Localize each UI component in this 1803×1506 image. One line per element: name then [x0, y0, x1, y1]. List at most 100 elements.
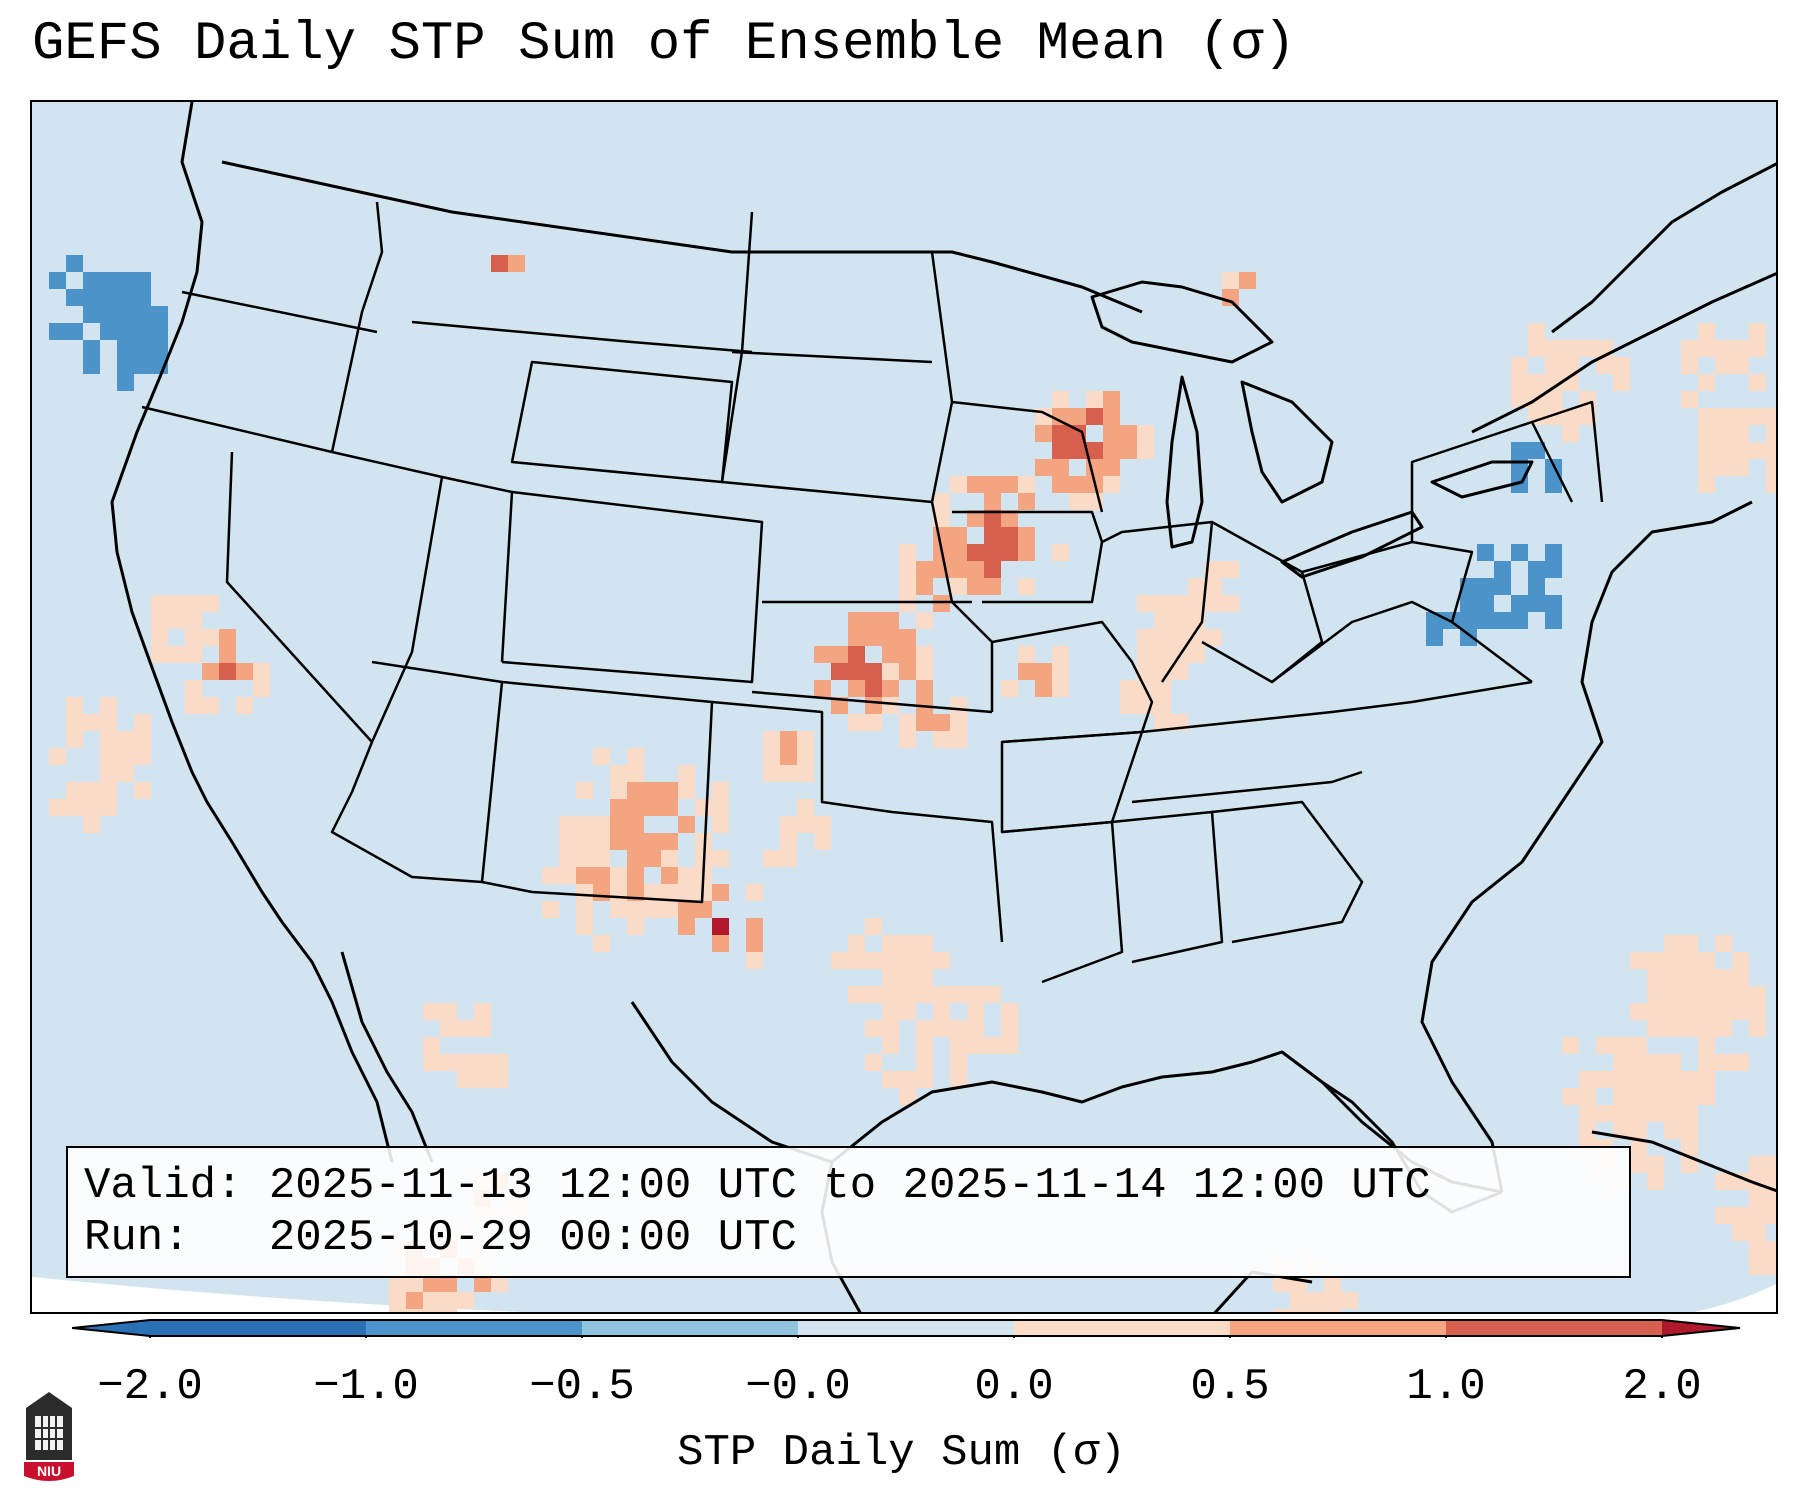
anomaly-cell: [610, 867, 627, 884]
anomaly-cell: [1664, 935, 1681, 952]
niu-logo: NIU: [24, 1392, 74, 1481]
anomaly-cell: [1154, 714, 1171, 731]
anomaly-cell: [950, 731, 967, 748]
anomaly-cell: [1647, 1156, 1664, 1173]
anomaly-cell: [1103, 391, 1120, 408]
valid-time-text: Valid: 2025-11-13 12:00 UTC to 2025-11-1…: [84, 1161, 1431, 1211]
anomaly-cell: [916, 1037, 933, 1054]
anomaly-cell: [66, 799, 83, 816]
anomaly-cell: [661, 901, 678, 918]
anomaly-cell: [746, 918, 763, 935]
anomaly-cell: [950, 1071, 967, 1088]
anomaly-cell: [1001, 510, 1018, 527]
anomaly-cell: [848, 986, 865, 1003]
anomaly-cell: [865, 680, 882, 697]
anomaly-cell: [1630, 1037, 1647, 1054]
anomaly-cell: [610, 901, 627, 918]
anomaly-cell: [440, 1275, 457, 1292]
anomaly-cell: [1460, 612, 1477, 629]
anomaly-cell: [1698, 1020, 1715, 1037]
anomaly-cell: [1188, 629, 1205, 646]
anomaly-cell: [83, 272, 100, 289]
nv-ut-border: [331, 450, 444, 743]
anomaly-cell: [695, 901, 712, 918]
anomaly-cell: [967, 476, 984, 493]
anomaly-cell: [967, 1003, 984, 1020]
anomaly-cell: [950, 714, 967, 731]
anomaly-cell: [797, 765, 814, 782]
anomaly-cell: [1630, 1003, 1647, 1020]
anomaly-cell: [1494, 561, 1511, 578]
anomaly-cell: [576, 833, 593, 850]
anomaly-cell: [916, 1054, 933, 1071]
anomaly-cell: [1749, 323, 1766, 340]
anomaly-cell: [1698, 374, 1715, 391]
colorbar: [72, 1319, 1741, 1338]
ny-border: [1410, 420, 1574, 542]
anomaly-cell: [1562, 1088, 1579, 1105]
anomaly-cell: [1698, 476, 1715, 493]
anomaly-cell: [882, 952, 899, 969]
anomaly-cell: [865, 612, 882, 629]
anomaly-cell: [899, 1088, 916, 1105]
anomaly-cell: [865, 986, 882, 1003]
anomaly-cell: [1545, 476, 1562, 493]
anomaly-cell: [1001, 1003, 1018, 1020]
anomaly-cell: [559, 816, 576, 833]
anomaly-cell: [151, 340, 168, 357]
anomaly-cell: [66, 255, 83, 272]
anomaly-cell: [746, 952, 763, 969]
anomaly-cell: [661, 884, 678, 901]
anomaly-cell: [1732, 1003, 1749, 1020]
anomaly-cell: [457, 1020, 474, 1037]
la-border: [1001, 820, 1124, 984]
anomaly-cell: [406, 1275, 423, 1292]
anomaly-cell: [848, 663, 865, 680]
anomaly-cell: [134, 748, 151, 765]
anomaly-cell: [253, 680, 270, 697]
sd-ne-border: [721, 480, 933, 504]
id-border: [330, 201, 384, 453]
anomaly-cell: [814, 816, 831, 833]
anomaly-cell: [559, 850, 576, 867]
anomaly-cell: [712, 935, 729, 952]
anomaly-cell: [1596, 1037, 1613, 1054]
anomaly-cell: [219, 629, 236, 646]
anomaly-cell: [440, 1020, 457, 1037]
anomaly-cell: [508, 255, 525, 272]
anomaly-cell: [1715, 408, 1732, 425]
anomaly-cell: [491, 255, 508, 272]
anomaly-cell: [1766, 408, 1776, 425]
anomaly-cell: [1018, 544, 1035, 561]
anomaly-cell: [763, 748, 780, 765]
wa-or-border: [181, 290, 378, 334]
anomaly-cell: [1630, 952, 1647, 969]
maritime-coastline: [1551, 162, 1776, 334]
anomaly-cell: [1630, 1105, 1647, 1122]
anomaly-cell: [1239, 272, 1256, 289]
anomaly-cell: [576, 884, 593, 901]
anomaly-cell: [423, 1275, 440, 1292]
anomaly-cell: [661, 782, 678, 799]
anomaly-cell: [1681, 1003, 1698, 1020]
anomaly-cell: [151, 629, 168, 646]
anomaly-cell: [950, 697, 967, 714]
anomaly-cell: [984, 986, 1001, 1003]
anomaly-cell: [882, 1037, 899, 1054]
anomaly-cell: [389, 1292, 406, 1309]
anomaly-cell: [457, 1071, 474, 1088]
anomaly-cell: [916, 986, 933, 1003]
anomaly-cell: [1018, 646, 1035, 663]
anomaly-cell: [1222, 595, 1239, 612]
anomaly-cell: [1069, 493, 1086, 510]
anomaly-cell: [1562, 408, 1579, 425]
anomaly-cell: [1545, 544, 1562, 561]
anomaly-cell: [1103, 425, 1120, 442]
anomaly-cell: [627, 850, 644, 867]
anomaly-cell: [1154, 697, 1171, 714]
anomaly-cell: [848, 629, 865, 646]
anomaly-cell: [899, 969, 916, 986]
anomaly-cell: [1171, 629, 1188, 646]
anomaly-cell: [542, 867, 559, 884]
anomaly-cell: [100, 306, 117, 323]
